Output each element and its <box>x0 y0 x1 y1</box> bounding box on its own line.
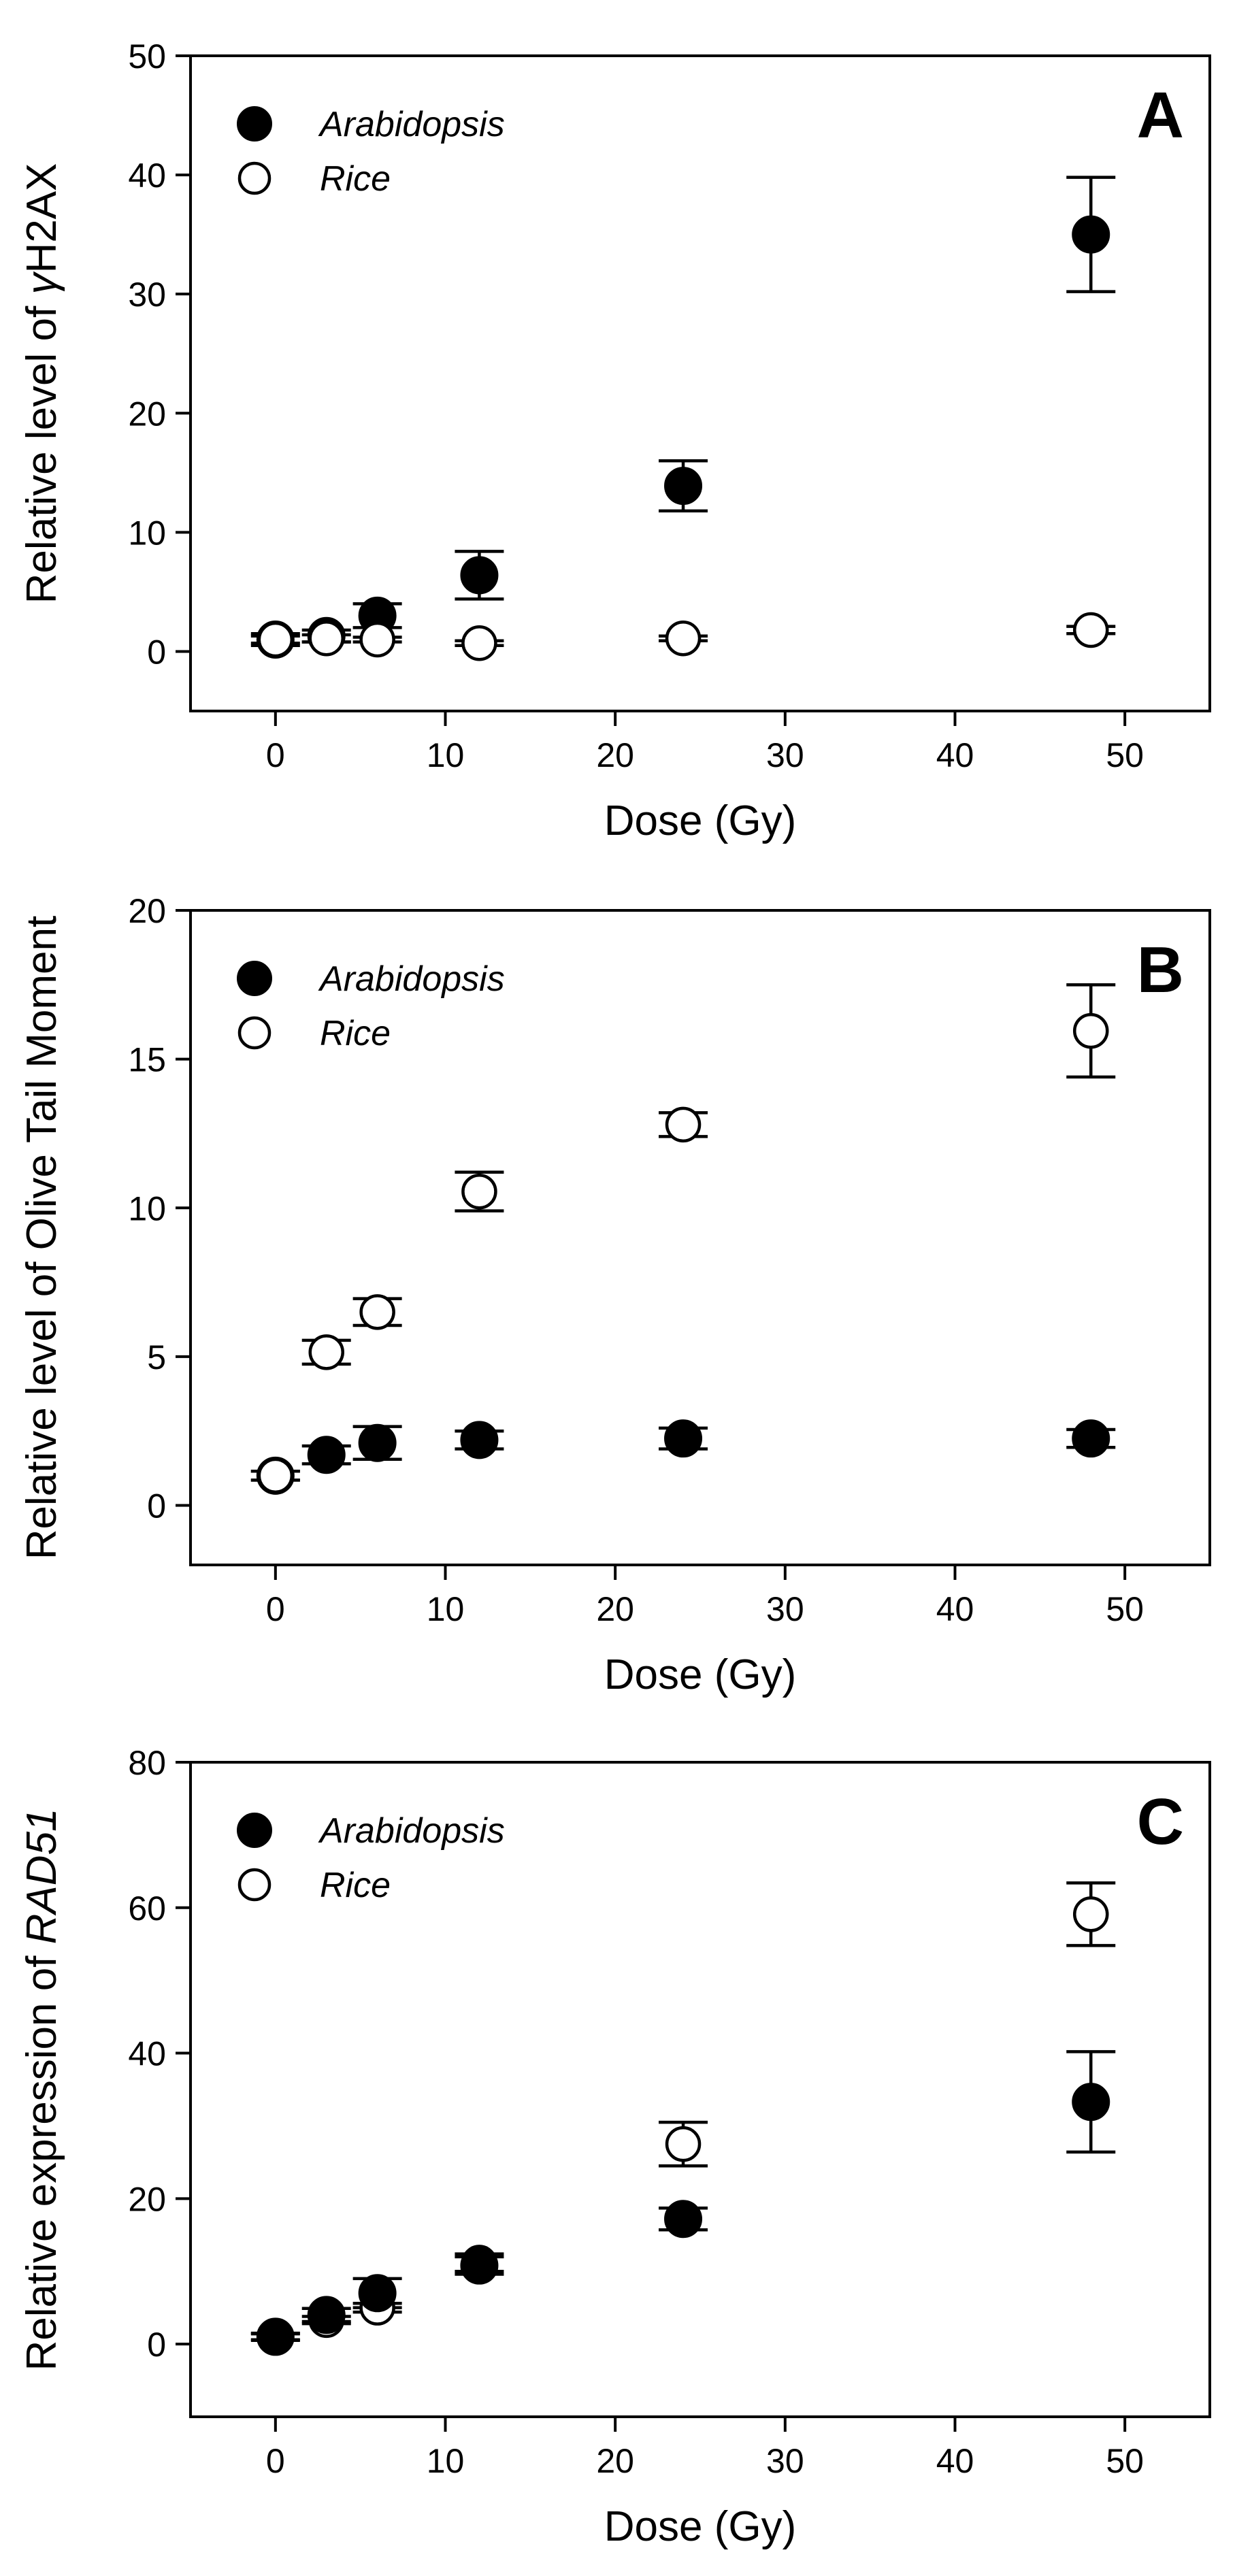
data-point-rice <box>308 620 344 657</box>
y-axis-title-text: Relative level of Olive Tail Moment <box>18 916 65 1559</box>
y-tick-label: 20 <box>128 892 166 930</box>
data-point-rice <box>257 1457 294 1494</box>
plot-frame <box>189 1761 1211 2418</box>
legend-marker-arabidopsis <box>237 961 272 996</box>
data-point-arabidopsis <box>307 2296 346 2334</box>
x-tick-label: 50 <box>1106 2442 1144 2480</box>
x-tick-label: 20 <box>596 736 634 774</box>
data-point-arabidopsis <box>460 2246 499 2285</box>
data-point-rice <box>1072 1896 1109 1932</box>
y-axis-title-emphasis: γ <box>18 271 65 295</box>
data-point-rice <box>359 1294 395 1330</box>
data-point-arabidopsis <box>664 2200 703 2239</box>
x-tick-label: 40 <box>936 1590 974 1628</box>
x-tick-label: 0 <box>266 736 285 774</box>
y-tick-label: 0 <box>147 1487 166 1525</box>
panel-a: 0 10 20 30 40 50 0 10 20 30 40 50 Dose (Gy) Relative … <box>18 37 1211 844</box>
legend-label: Rice <box>320 1866 391 1905</box>
x-tick-label: 10 <box>427 2442 465 2480</box>
x-tick-label: 40 <box>936 2442 974 2480</box>
data-point-arabidopsis <box>460 1421 499 1459</box>
y-axis-title: Relative expression of RAD51 <box>18 1808 65 2371</box>
x-axis-title: Dose (Gy) <box>604 2503 796 2550</box>
panel-label: A <box>1137 79 1184 152</box>
data-point-arabidopsis <box>460 556 499 595</box>
y-tick-label: 5 <box>147 1338 166 1376</box>
data-point-arabidopsis <box>307 1436 346 1474</box>
legend-marker-rice <box>237 1016 271 1050</box>
data-point-arabidopsis <box>664 1419 703 1458</box>
y-tick-label: 80 <box>128 1744 166 1782</box>
y-axis-title: Relative level of Olive Tail Moment <box>18 916 65 1559</box>
data-point-arabidopsis <box>358 2274 397 2313</box>
plot-frame <box>189 909 1211 1566</box>
x-axis-title: Dose (Gy) <box>604 1651 796 1698</box>
y-tick-label: 0 <box>147 2326 166 2364</box>
x-tick-label: 10 <box>427 736 465 774</box>
y-tick-label: 20 <box>128 2180 166 2218</box>
data-point-rice <box>461 1173 497 1210</box>
panel-label: C <box>1137 1785 1184 1858</box>
data-point-arabidopsis <box>358 1423 397 1462</box>
panel-b: 0 10 20 30 40 50 0 5 10 15 20 Dose (Gy) Relative lev… <box>18 892 1211 1698</box>
plot-frame <box>189 54 1211 712</box>
y-tick-label: 0 <box>147 633 166 671</box>
y-tick-label: 40 <box>128 2035 166 2073</box>
legend-label: Rice <box>320 159 391 199</box>
data-point-arabidopsis <box>664 467 703 506</box>
y-tick-label: 10 <box>128 1189 166 1227</box>
x-tick-label: 30 <box>766 736 804 774</box>
panel-label: B <box>1137 934 1184 1006</box>
data-point-rice <box>1072 1012 1109 1049</box>
y-tick-label: 30 <box>128 276 166 314</box>
panel-c: 0 10 20 30 40 50 0 20 40 60 80 Dose (Gy) Relative ex… <box>18 1744 1211 2550</box>
x-tick-label: 30 <box>766 2442 804 2480</box>
y-tick-label: 60 <box>128 1889 166 1928</box>
legend-label: Rice <box>320 1014 391 1053</box>
data-point-arabidopsis <box>1072 2083 1110 2121</box>
data-point-rice <box>665 2126 702 2162</box>
legend-label: Arabidopsis <box>318 959 505 999</box>
y-tick-label: 10 <box>128 514 166 552</box>
x-tick-label: 0 <box>266 1590 285 1628</box>
y-tick-label: 50 <box>128 37 166 76</box>
legend-marker-rice <box>237 161 271 195</box>
data-point-arabidopsis <box>1072 215 1110 254</box>
x-tick-label: 30 <box>766 1590 804 1628</box>
x-tick-label: 40 <box>936 736 974 774</box>
x-tick-label: 20 <box>596 2442 634 2480</box>
x-tick-label: 10 <box>427 1590 465 1628</box>
data-point-rice <box>308 1334 344 1370</box>
y-axis-title-text: Relative expression of <box>18 1944 65 2371</box>
data-point-rice <box>665 1106 702 1143</box>
y-tick-label: 20 <box>128 395 166 433</box>
legend-marker-rice <box>237 1868 271 1902</box>
data-point-rice <box>1072 612 1109 648</box>
x-axis-title: Dose (Gy) <box>604 797 796 844</box>
data-point-rice <box>665 620 702 657</box>
legend-marker-arabidopsis <box>237 106 272 142</box>
y-axis-title-suffix: H2AX <box>18 163 65 274</box>
legend-label: Arabidopsis <box>318 105 505 144</box>
data-point-rice <box>359 621 395 658</box>
legend-label: Arabidopsis <box>318 1811 505 1851</box>
y-axis-title-emphasis: RAD51 <box>18 1808 65 1944</box>
y-axis-title-text: Relative level of <box>18 295 65 604</box>
y-axis-title: Relative level of γH2AX <box>18 163 65 604</box>
data-point-arabidopsis <box>256 2317 295 2356</box>
x-tick-label: 50 <box>1106 736 1144 774</box>
data-point-rice <box>461 625 497 661</box>
x-tick-label: 0 <box>266 2442 285 2480</box>
x-tick-label: 50 <box>1106 1590 1144 1628</box>
legend-marker-arabidopsis <box>237 1813 272 1848</box>
data-point-rice <box>257 621 294 658</box>
y-tick-label: 15 <box>128 1041 166 1079</box>
y-tick-label: 40 <box>128 156 166 195</box>
x-tick-label: 20 <box>596 1590 634 1628</box>
data-point-arabidopsis <box>1072 1419 1110 1458</box>
